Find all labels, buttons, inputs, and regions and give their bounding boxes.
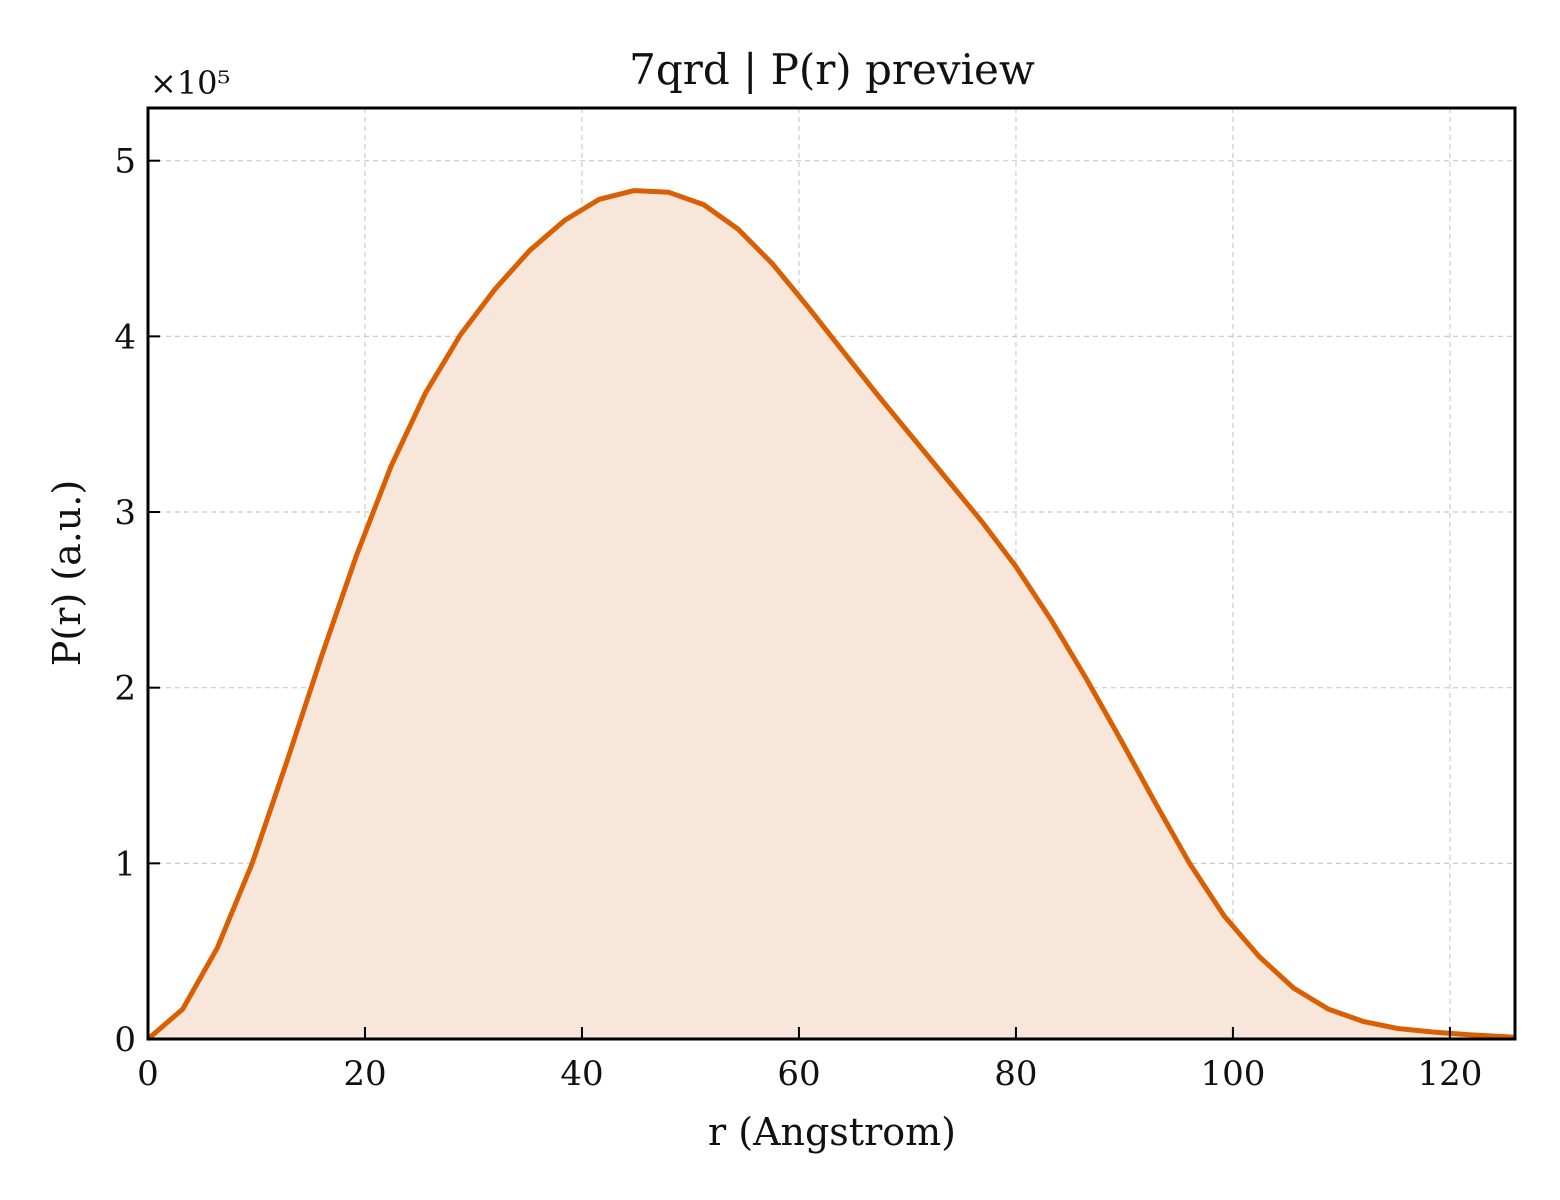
- plot-frame: [146, 106, 1517, 1041]
- y-tick-label: 3: [114, 493, 136, 533]
- y-axis-label: P(r) (a.u.): [45, 480, 89, 666]
- pr-series-line: [146, 188, 1516, 1041]
- y-tick-label: 2: [114, 669, 136, 709]
- y-tick-label: 4: [114, 317, 136, 357]
- x-tick-label: 60: [777, 1054, 820, 1094]
- x-tick-label: 80: [994, 1054, 1037, 1094]
- y-tick-label: 1: [114, 844, 136, 884]
- y-scale-label: ×10⁵: [150, 64, 230, 102]
- x-axis-label: r (Angstrom): [708, 1110, 956, 1154]
- x-tick-label: 20: [343, 1054, 386, 1094]
- x-tick-label: 100: [1200, 1054, 1265, 1094]
- x-tick-label: 40: [560, 1054, 603, 1094]
- pr-area-fill: [148, 190, 1515, 1040]
- chart-title: 7qrd | P(r) preview: [629, 45, 1035, 94]
- y-tick-label: 5: [114, 142, 136, 182]
- x-tick-label: 0: [137, 1054, 159, 1094]
- axis-ticks: 0 20 40 60 80 100 120 0 1 2 3 4 5: [114, 142, 1482, 1094]
- y-tick-label: 0: [114, 1020, 136, 1060]
- x-tick-label: 120: [1417, 1054, 1482, 1094]
